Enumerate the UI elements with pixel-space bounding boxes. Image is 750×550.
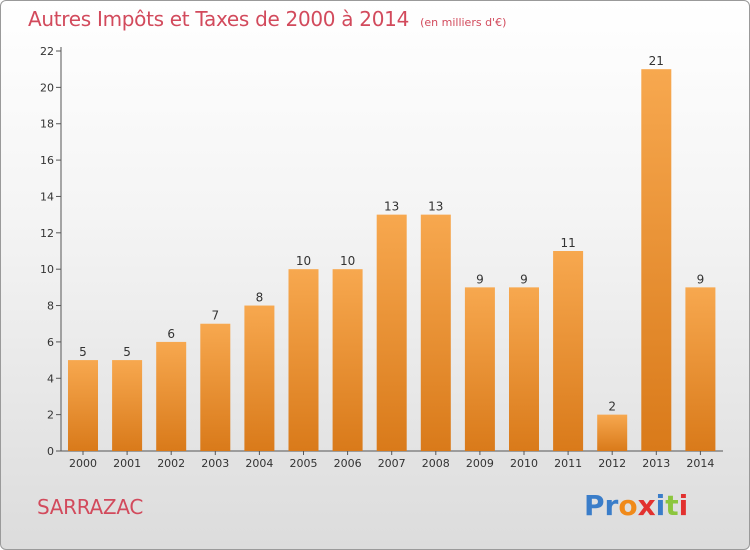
bar (597, 414, 628, 451)
chart-title-group: Autres Impôts et Taxes de 2000 à 2014 (e… (28, 7, 506, 31)
data-label: 9 (697, 272, 705, 286)
y-tick-label: 12 (40, 227, 54, 240)
y-tick-label: 6 (47, 336, 54, 349)
data-label: 11 (560, 236, 575, 250)
bar (68, 360, 98, 451)
data-label: 7 (211, 309, 219, 323)
chart-unit: (en milliers d'€) (420, 16, 507, 29)
x-tick-label: 2009 (466, 457, 494, 470)
bar (112, 360, 143, 451)
x-tick-label: 2012 (598, 457, 626, 470)
data-labels: 5 5 6 7 8 10 10 13 13 9 9 11 2 21 9 (79, 54, 704, 413)
data-label: 5 (123, 345, 131, 359)
bar (376, 214, 407, 451)
bar (420, 214, 451, 451)
y-tick-label: 16 (40, 154, 54, 167)
proxiti-logo[interactable]: Proxiti (584, 489, 688, 522)
bar (156, 341, 187, 451)
logo-letter: x (637, 489, 656, 522)
logo-letter: o (618, 489, 638, 522)
y-tick-label: 10 (40, 263, 54, 276)
y-tick-label: 4 (47, 372, 54, 385)
logo-letter: t (665, 489, 679, 522)
logo-letter: P (584, 489, 605, 522)
x-tick-label: 2001 (113, 457, 141, 470)
data-label: 10 (340, 254, 355, 268)
y-tick-label: 0 (47, 445, 54, 458)
data-label: 13 (384, 200, 399, 214)
y-tick-label: 18 (40, 118, 54, 131)
y-tick-label: 20 (40, 81, 54, 94)
y-tick-label: 14 (40, 190, 54, 203)
data-label: 8 (256, 291, 264, 305)
data-label: 13 (428, 200, 443, 214)
data-label: 2 (608, 400, 616, 414)
x-tick-label: 2007 (378, 457, 406, 470)
x-tick-label: 2002 (157, 457, 185, 470)
data-label: 21 (649, 54, 664, 68)
bar (244, 305, 275, 451)
chart-title: Autres Impôts et Taxes de 2000 à 2014 (28, 7, 409, 31)
bar (200, 323, 231, 451)
y-tick-label: 22 (40, 45, 54, 58)
logo-letter: i (655, 489, 666, 522)
x-tick-label: 2004 (245, 457, 273, 470)
place-name: SARRAZAC (37, 495, 144, 519)
x-tick-label: 2011 (554, 457, 582, 470)
axes: 0 2 4 6 8 10 12 14 16 18 20 22 2000 2001 2002 2003 2004 2… (40, 45, 723, 470)
y-tick-label: 2 (47, 409, 54, 422)
data-label: 5 (79, 345, 87, 359)
x-tick-label: 2014 (686, 457, 714, 470)
bar (332, 269, 363, 451)
x-tick-label: 2010 (510, 457, 538, 470)
x-tick-label: 2006 (334, 457, 362, 470)
data-label: 6 (167, 327, 175, 341)
bar (685, 287, 716, 451)
data-label: 9 (520, 272, 528, 286)
logo-letter: r (604, 489, 619, 522)
logo-letter: i (678, 489, 689, 522)
x-tick-label: 2000 (69, 457, 97, 470)
x-tick-label: 2005 (290, 457, 318, 470)
bars (68, 69, 716, 451)
data-label: 9 (476, 272, 484, 286)
x-tick-label: 2003 (201, 457, 229, 470)
bar (509, 287, 539, 451)
bar (288, 269, 319, 451)
x-tick-label: 2013 (642, 457, 670, 470)
bar (464, 287, 495, 451)
bar (641, 69, 672, 451)
bar (553, 251, 584, 451)
x-tick-label: 2008 (422, 457, 450, 470)
y-tick-label: 8 (47, 300, 54, 313)
data-label: 10 (296, 254, 311, 268)
